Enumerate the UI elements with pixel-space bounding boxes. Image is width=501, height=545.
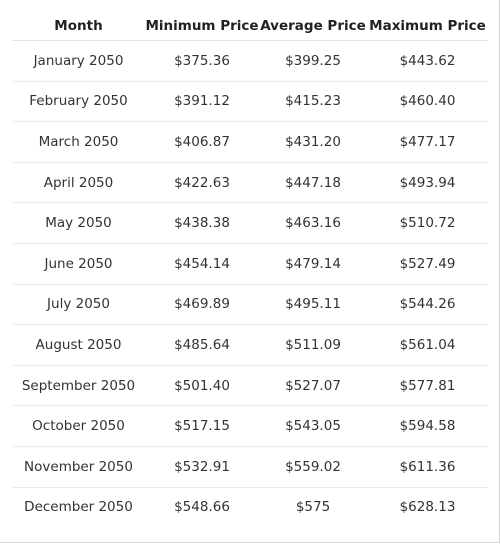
table-header-row: Month Minimum Price Average Price Maximu… xyxy=(12,12,488,41)
minimum-price-cell: $485.64 xyxy=(145,324,259,366)
month-cell: June 2050 xyxy=(12,243,145,285)
month-cell: September 2050 xyxy=(12,365,145,407)
minimum-price-cell: $391.12 xyxy=(145,81,259,123)
month-cell: July 2050 xyxy=(12,284,145,326)
table-row: December 2050 $548.66 $575 $628.13 xyxy=(12,487,488,527)
table-row: August 2050 $485.64 $511.09 $561.04 xyxy=(12,324,488,366)
average-price-cell: $431.20 xyxy=(259,121,367,163)
average-price-cell: $495.11 xyxy=(259,284,367,326)
minimum-price-cell: $454.14 xyxy=(145,243,259,285)
maximum-price-cell: $527.49 xyxy=(367,243,488,285)
table-row: July 2050 $469.89 $495.11 $544.26 xyxy=(12,284,488,326)
average-price-cell: $463.16 xyxy=(259,202,367,244)
maximum-price-cell: $477.17 xyxy=(367,121,488,163)
month-cell: May 2050 xyxy=(12,202,145,244)
column-header-month: Month xyxy=(12,12,145,41)
month-cell: October 2050 xyxy=(12,405,145,447)
minimum-price-cell: $438.38 xyxy=(145,202,259,244)
average-price-cell: $511.09 xyxy=(259,324,367,366)
minimum-price-cell: $548.66 xyxy=(174,499,230,516)
minimum-price-cell: $469.89 xyxy=(145,284,259,326)
minimum-price-cell: $422.63 xyxy=(145,162,259,204)
maximum-price-cell: $493.94 xyxy=(367,162,488,204)
maximum-price-cell: $577.81 xyxy=(367,365,488,407)
table-row: September 2050 $501.40 $527.07 $577.81 xyxy=(12,365,488,407)
maximum-price-cell: $544.26 xyxy=(367,284,488,326)
average-price-cell: $527.07 xyxy=(259,365,367,407)
month-cell: January 2050 xyxy=(12,40,145,82)
average-price-cell: $399.25 xyxy=(259,40,367,82)
maximum-price-cell: $460.40 xyxy=(367,81,488,123)
minimum-price-cell: $375.36 xyxy=(145,40,259,82)
month-cell: August 2050 xyxy=(12,324,145,366)
table-row: November 2050 $532.91 $559.02 $611.36 xyxy=(12,446,488,488)
maximum-price-cell: $443.62 xyxy=(367,40,488,82)
month-cell: December 2050 xyxy=(24,499,133,516)
average-price-cell: $447.18 xyxy=(259,162,367,204)
table-row: February 2050 $391.12 $415.23 $460.40 xyxy=(12,81,488,123)
table-row: October 2050 $517.15 $543.05 $594.58 xyxy=(12,405,488,447)
average-price-cell: $543.05 xyxy=(259,405,367,447)
table-row: May 2050 $438.38 $463.16 $510.72 xyxy=(12,202,488,244)
month-cell: February 2050 xyxy=(12,81,145,123)
column-header-maximum-price: Maximum Price xyxy=(367,12,488,41)
month-cell: April 2050 xyxy=(12,162,145,204)
maximum-price-cell: $594.58 xyxy=(367,405,488,447)
average-price-cell: $559.02 xyxy=(259,446,367,488)
month-cell: November 2050 xyxy=(12,446,145,488)
average-price-cell: $415.23 xyxy=(259,81,367,123)
maximum-price-cell: $510.72 xyxy=(367,202,488,244)
maximum-price-cell: $611.36 xyxy=(367,446,488,488)
table-row: April 2050 $422.63 $447.18 $493.94 xyxy=(12,162,488,204)
maximum-price-cell: $628.13 xyxy=(399,499,456,516)
average-price-cell: $479.14 xyxy=(259,243,367,285)
month-cell: March 2050 xyxy=(12,121,145,163)
table-row: June 2050 $454.14 $479.14 $527.49 xyxy=(12,243,488,285)
maximum-price-cell: $561.04 xyxy=(367,324,488,366)
minimum-price-cell: $501.40 xyxy=(145,365,259,407)
table-row: March 2050 $406.87 $431.20 $477.17 xyxy=(12,121,488,163)
minimum-price-cell: $406.87 xyxy=(145,121,259,163)
price-table: Month Minimum Price Average Price Maximu… xyxy=(12,12,488,527)
column-header-average-price: Average Price xyxy=(259,12,367,41)
column-header-minimum-price: Minimum Price xyxy=(145,12,259,41)
table-body: January 2050 $375.36 $399.25 $443.62 Februar… xyxy=(12,40,488,528)
table-row: January 2050 $375.36 $399.25 $443.62 xyxy=(12,40,488,82)
minimum-price-cell: $532.91 xyxy=(145,446,259,488)
minimum-price-cell: $517.15 xyxy=(145,405,259,447)
average-price-cell: $575 xyxy=(295,499,331,516)
